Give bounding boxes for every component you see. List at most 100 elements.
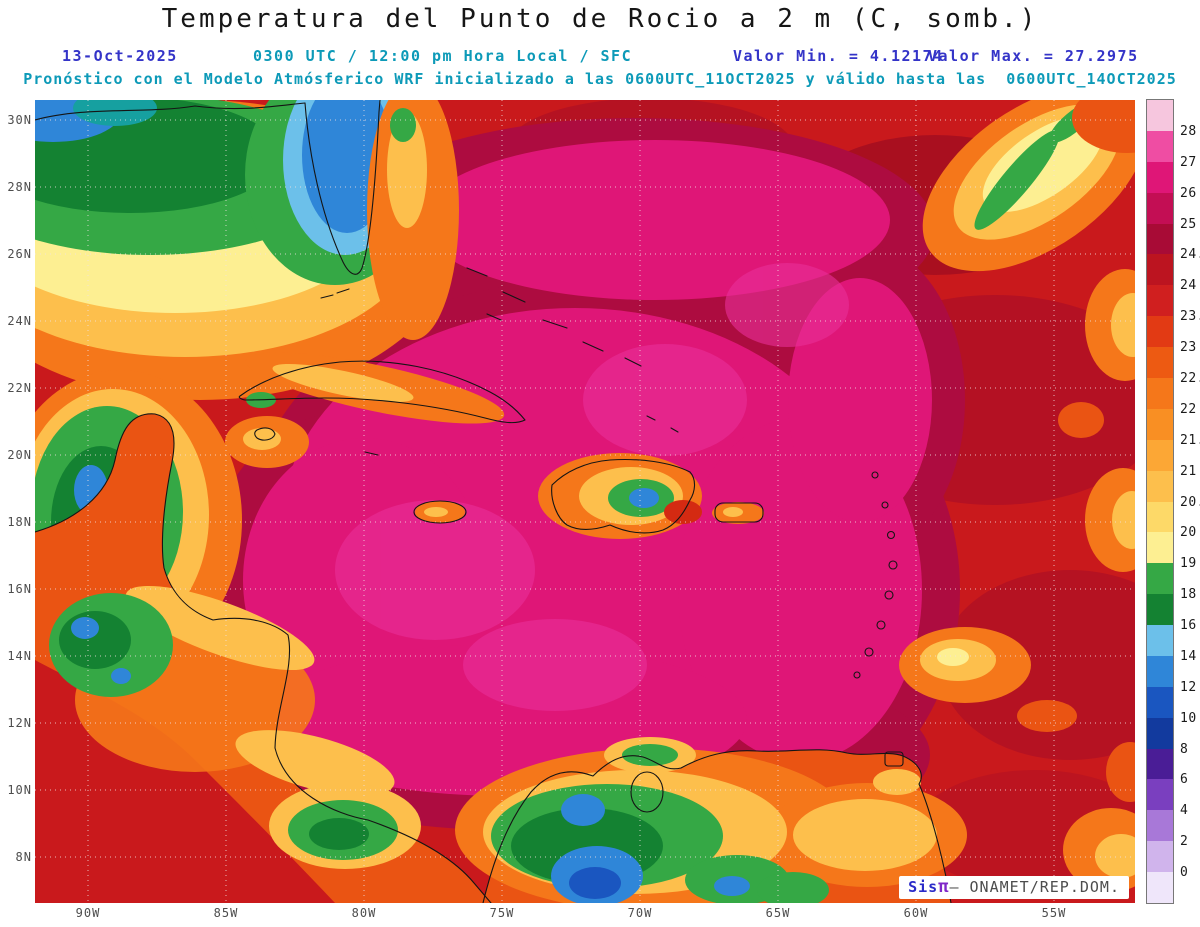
x-axis-tick-55W: 55W — [1041, 906, 1067, 920]
colorbar-segment — [1147, 100, 1173, 132]
watermark-pi-logo: π — [938, 877, 950, 897]
colorbar-tick-label: 21 — [1180, 463, 1197, 479]
lesser-antilles-outlines — [853, 471, 898, 679]
colorbar-segment — [1147, 130, 1173, 163]
colorbar-segment — [1147, 748, 1173, 780]
watermark-suffix: – ONAMET/REP.DOM. — [949, 878, 1120, 896]
colorbar-segment — [1147, 655, 1173, 688]
isla-juventud-outline — [254, 427, 276, 441]
y-axis-tick-14N: 14N — [7, 649, 32, 663]
colorbar-segment — [1147, 470, 1173, 502]
colorbar-tick-label: 8 — [1180, 741, 1189, 757]
y-axis-tick-8N: 8N — [15, 850, 32, 864]
colorbar-tick-label: 21.5 — [1180, 432, 1200, 448]
colorbar-segment — [1147, 810, 1173, 842]
colorbar-segment — [1147, 594, 1173, 626]
colorbar-segment — [1147, 625, 1173, 657]
mainland-coastline — [35, 413, 492, 903]
x-axis-tick-65W: 65W — [765, 906, 791, 920]
field-pink-spots — [335, 263, 849, 711]
turks-caicos-outlines — [646, 415, 679, 433]
colorbar-segment — [1147, 686, 1173, 719]
y-axis-tick-30N: 30N — [7, 113, 32, 127]
colorbar-tick-label: 10 — [1180, 710, 1197, 726]
y-axis-tick-12N: 12N — [7, 716, 32, 730]
lake-maracaibo-outline — [630, 771, 664, 813]
colorbar-tick-label: 22.5 — [1180, 370, 1200, 386]
watermark-brand: Sis — [908, 878, 939, 896]
min-value-label: Valor Min. = 4.12174 — [733, 47, 944, 65]
colorbar-tick-label: 19 — [1180, 556, 1197, 572]
colorbar-tick-label: 2 — [1180, 834, 1189, 850]
y-axis-tick-22N: 22N — [7, 381, 32, 395]
colorbar-segment — [1147, 779, 1173, 811]
colorbar-segment — [1147, 377, 1173, 410]
colorbar-tick-label: 0 — [1180, 865, 1189, 881]
colorbar-segment — [1147, 717, 1173, 750]
hispaniola-field — [538, 453, 702, 539]
y-axis-tick-24N: 24N — [7, 314, 32, 328]
colorbar-segment — [1147, 841, 1173, 873]
colorbar-segment — [1147, 223, 1173, 255]
jamaica-puerto-rico-field — [415, 501, 764, 524]
max-value-label: Valor Max. = 27.2975 — [928, 47, 1139, 65]
colorbar-tick-label: 12 — [1180, 679, 1197, 695]
cuba-coastline — [238, 360, 526, 424]
colorbar-tick-label: 22 — [1180, 401, 1197, 417]
map-area: Sisπ– ONAMET/REP.DOM. — [35, 100, 1135, 903]
colorbar-frame — [1146, 99, 1174, 904]
colorbar-tick-label: 24 — [1180, 278, 1197, 294]
colorbar-segment — [1147, 192, 1173, 225]
colorbar-segment — [1147, 285, 1173, 317]
colorbar-tick-label: 23.5 — [1180, 309, 1200, 325]
y-axis-tick-10N: 10N — [7, 783, 32, 797]
colorbar-tick-label: 20 — [1180, 525, 1197, 541]
colorbar-segment — [1147, 347, 1173, 379]
colorbar-segment — [1147, 254, 1173, 286]
colorbar-tick-label: 27 — [1180, 154, 1197, 170]
colorbar-tick-label: 28 — [1180, 123, 1197, 139]
colorbar-segment — [1147, 532, 1173, 564]
bahamas-outlines — [466, 267, 642, 367]
valid-time-info: 0300 UTC / 12:00 pm Hora Local / SFC — [253, 47, 633, 65]
forecast-subtitle: Pronóstico con el Modelo Atmósferico WRF… — [23, 70, 1177, 88]
colorbar-segment — [1147, 501, 1173, 533]
colorbar-tick-label: 4 — [1180, 803, 1189, 819]
page-title: Temperatura del Punto de Rocio a 2 m (C,… — [161, 4, 1039, 34]
x-axis-tick-90W: 90W — [75, 906, 101, 920]
south-america-field — [455, 737, 967, 903]
colorbar-segment — [1147, 439, 1173, 472]
x-axis-tick-85W: 85W — [213, 906, 239, 920]
lat-lon-gridlines — [35, 100, 1135, 903]
valid-date: 13-Oct-2025 — [62, 47, 178, 65]
coastlines — [35, 100, 952, 903]
colorbar-tick-label: 14 — [1180, 648, 1197, 664]
x-axis-tick-60W: 60W — [903, 906, 929, 920]
y-axis-tick-16N: 16N — [7, 582, 32, 596]
florida-coastline — [304, 100, 381, 275]
colorbar-segment — [1147, 563, 1173, 595]
east-atlantic-field — [899, 100, 1135, 892]
cayman-outline — [364, 451, 379, 456]
y-axis-tick-26N: 26N — [7, 247, 32, 261]
florida-keys — [320, 288, 350, 299]
colorbar-segment — [1147, 161, 1173, 194]
contour-map-canvas — [35, 100, 1135, 903]
hispaniola-coastline — [551, 458, 696, 534]
y-axis-tick-20N: 20N — [7, 448, 32, 462]
colorbar-segment — [1147, 872, 1173, 904]
colorbar-segment — [1147, 408, 1173, 441]
colorbar-segment — [1147, 316, 1173, 348]
colorbar-tick-label: 6 — [1180, 772, 1189, 788]
gulf-of-mexico-field — [35, 100, 459, 400]
colorbar-tick-label: 20.5 — [1180, 494, 1200, 510]
colorbar-tick-label: 26 — [1180, 185, 1197, 201]
colorbar-tick-label: 18 — [1180, 587, 1197, 603]
colorbar-tick-label: 23 — [1180, 340, 1197, 356]
colorbar-tick-label: 16 — [1180, 618, 1197, 634]
colorbar-tick-label: 24.5 — [1180, 247, 1200, 263]
y-axis-tick-28N: 28N — [7, 180, 32, 194]
south-america-coastline — [482, 749, 952, 903]
puerto-rico-coastline — [714, 502, 764, 523]
